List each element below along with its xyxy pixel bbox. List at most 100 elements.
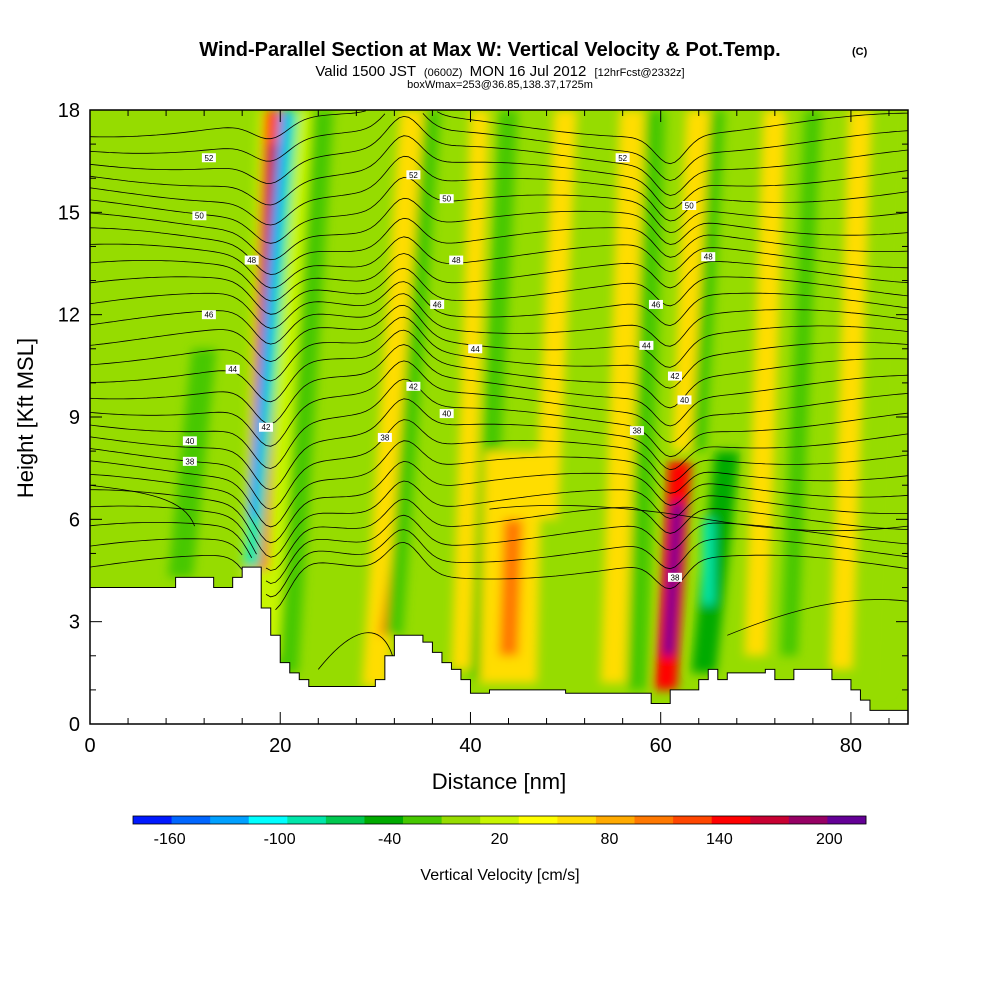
theta-contour-line: [90, 135, 908, 210]
colorbar-swatch: [480, 816, 520, 824]
plot-area: 52 52 52 50 50 50 48 48 48 46 46 46 44 44 44 42 42 42 40 40…: [90, 110, 908, 724]
colorbar-swatch: [827, 816, 867, 824]
theta-contour-line: [90, 529, 908, 598]
contour-label-box: [701, 252, 716, 262]
colorbar-swatch: [403, 816, 443, 824]
theta-contour-line: [90, 155, 908, 226]
colorbar-swatch: [441, 816, 481, 824]
theta-contour-line: [90, 110, 908, 165]
contour-label-box: [682, 201, 697, 211]
colorbar-swatch: [325, 816, 365, 824]
colorbar-swatch: [595, 816, 635, 824]
contour-label-box: [406, 170, 421, 180]
contour-label: 40: [185, 437, 194, 446]
contour-label: 38: [671, 573, 680, 582]
axis-ticks: [89, 109, 908, 725]
theta-contour-line: [90, 316, 908, 389]
colorbar: [132, 815, 867, 825]
theta-contour-line: [90, 115, 908, 196]
theta-contour-line: [90, 440, 908, 528]
y-tick-label: 18: [58, 100, 80, 122]
contour-label: 52: [204, 154, 213, 163]
colorbar-swatch: [133, 816, 172, 824]
contour-label-box: [439, 194, 454, 204]
contour-label: 52: [618, 154, 627, 163]
theta-contour-line: [90, 514, 908, 584]
velocity-band: [246, 110, 290, 520]
contour-label: 38: [380, 433, 389, 442]
velocity-band: [672, 110, 712, 452]
colorbar-swatch: [711, 816, 751, 824]
colorbar-swatch: [287, 816, 327, 824]
contour-label-box: [258, 422, 273, 432]
theta-contour-line: [90, 176, 908, 244]
contour-label-box: [201, 153, 216, 163]
colorbar-tick-label: 20: [491, 831, 509, 848]
theta-contour-line: [90, 197, 908, 261]
velocity-band: [499, 519, 523, 656]
chart-subtitle: Valid 1500 JST (0600Z) MON 16 Jul 2012 […: [315, 63, 684, 80]
x-axis-label: Distance [nm]: [432, 769, 567, 794]
colorbar-swatch: [557, 816, 597, 824]
contour-label: 42: [409, 382, 418, 391]
colorbar-tick-labels: -160 -100 -40 20 80 140 200: [154, 831, 843, 848]
velocity-band: [535, 110, 577, 520]
contour-label: 42: [671, 372, 680, 381]
theta-contour-line: [90, 236, 908, 289]
colorbar-tick-label: 140: [706, 831, 733, 848]
contour-label: 50: [685, 202, 694, 211]
y-tick-label: 9: [69, 407, 80, 429]
contour-label: 46: [204, 311, 213, 320]
theta-contour-line: [727, 599, 908, 636]
colorbar-tick-label: 80: [601, 831, 619, 848]
x-tick-label: 60: [650, 735, 672, 757]
colorbar-tick-label: 200: [816, 831, 843, 848]
x-tick-labels: 0 20 40 60 80: [84, 735, 862, 757]
contour-label: 50: [442, 195, 451, 204]
velocity-band: [277, 110, 334, 673]
contour-label-box: [244, 255, 259, 265]
contour-label-box: [449, 255, 464, 265]
contour-label-box: [201, 310, 216, 320]
velocity-band: [385, 110, 441, 636]
theta-contour-line: [317, 632, 395, 670]
contour-label-box: [225, 364, 240, 374]
theta-contour-line: [90, 398, 908, 491]
contour-label: 44: [228, 365, 237, 374]
x-tick-label: 80: [840, 735, 862, 757]
chart-title: Wind-Parallel Section at Max W: Vertical…: [199, 39, 780, 61]
velocity-band: [744, 110, 787, 656]
theta-contour-line: [90, 378, 908, 469]
y-axis-label: Height [Kft MSL]: [13, 338, 38, 498]
contour-label: 52: [409, 171, 418, 180]
contour-label: 38: [632, 427, 641, 436]
contour-label-box: [182, 436, 197, 446]
contour-label-box: [667, 371, 682, 381]
colorbar-swatch: [248, 816, 288, 824]
contour-label: 48: [247, 256, 256, 265]
contour-label: 42: [262, 423, 271, 432]
colorbar-label: Vertical Velocity [cm/s]: [420, 867, 579, 884]
x-tick-label: 20: [269, 735, 291, 757]
y-tick-label: 12: [58, 305, 80, 327]
x-tick-label: 0: [84, 735, 95, 757]
contour-label: 40: [442, 410, 451, 419]
contour-label: 46: [433, 300, 442, 309]
theta-contour-line: [90, 253, 908, 302]
theta-contour-line: [489, 504, 908, 532]
theta-contour-line: [90, 484, 196, 527]
theta-contour-line: [90, 344, 908, 427]
y-tick-label: 3: [69, 612, 80, 634]
theta-contour-line: [90, 267, 908, 315]
theta-contour-line: [90, 419, 908, 510]
contour-label-box: [648, 299, 663, 309]
contour-label: 46: [651, 300, 660, 309]
contour-label-box: [639, 340, 654, 350]
contour-label-box: [430, 299, 445, 309]
contour-label: 48: [704, 253, 713, 262]
velocity-band: [780, 110, 822, 656]
contour-label-box: [615, 153, 630, 163]
colorbar-swatch: [673, 816, 713, 824]
contour-label-box: [406, 381, 421, 391]
